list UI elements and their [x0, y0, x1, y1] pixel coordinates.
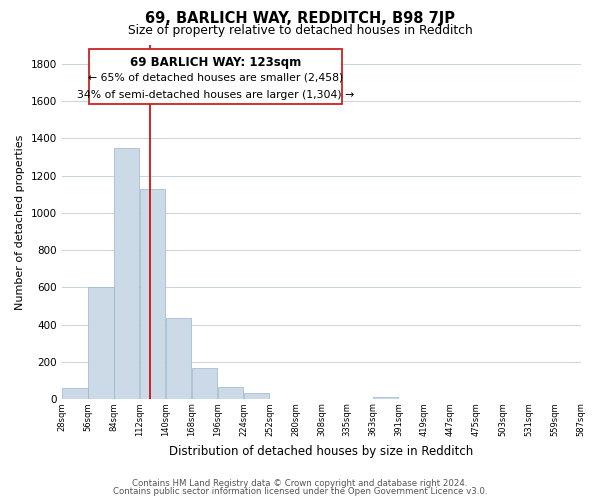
Bar [218, 388, 244, 400]
Text: 69, BARLICH WAY, REDDITCH, B98 7JP: 69, BARLICH WAY, REDDITCH, B98 7JP [145, 11, 455, 26]
Text: Size of property relative to detached houses in Redditch: Size of property relative to detached ho… [128, 24, 472, 37]
Y-axis label: Number of detached properties: Number of detached properties [15, 134, 25, 310]
Bar [373, 396, 398, 400]
Text: Contains public sector information licensed under the Open Government Licence v3: Contains public sector information licen… [113, 487, 487, 496]
Bar [166, 318, 191, 400]
Bar [89, 48, 342, 104]
Text: ← 65% of detached houses are smaller (2,458): ← 65% of detached houses are smaller (2,… [88, 73, 343, 83]
Text: 69 BARLICH WAY: 123sqm: 69 BARLICH WAY: 123sqm [130, 56, 301, 69]
Bar [140, 188, 166, 400]
Bar [114, 148, 139, 400]
Bar [244, 393, 269, 400]
Text: Contains HM Land Registry data © Crown copyright and database right 2024.: Contains HM Land Registry data © Crown c… [132, 479, 468, 488]
Bar [62, 388, 88, 400]
Text: 34% of semi-detached houses are larger (1,304) →: 34% of semi-detached houses are larger (… [77, 90, 354, 100]
Bar [88, 288, 113, 400]
X-axis label: Distribution of detached houses by size in Redditch: Distribution of detached houses by size … [169, 444, 473, 458]
Bar [192, 368, 217, 400]
